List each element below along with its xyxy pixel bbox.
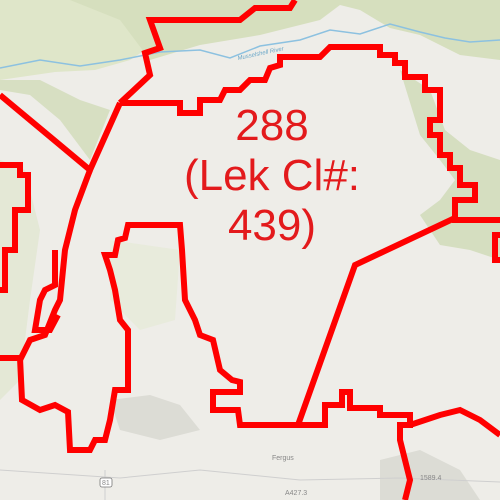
road-shield-icon — [99, 477, 113, 488]
boundary-inner-loop[interactable] — [31, 250, 61, 333]
road-label: A427.3 — [285, 490, 307, 497]
boundary-west-polygon[interactable] — [0, 162, 31, 293]
elevation-label: 1589.4 — [420, 475, 442, 482]
road-line — [0, 469, 500, 483]
town-label: Fergus — [272, 455, 294, 462]
polygon-label-line2: (Lek Cl#: — [184, 151, 360, 200]
terrain-forest-area — [0, 80, 110, 160]
boundary-main-polygon-north[interactable] — [120, 44, 500, 223]
boundary-south-east[interactable] — [409, 406, 500, 438]
road-shield-number: 81 — [102, 480, 110, 487]
boundary-main-polygon[interactable] — [117, 0, 298, 106]
river-line — [0, 23, 500, 69]
boundary-west-south[interactable] — [0, 222, 414, 500]
terrain-forest-area — [110, 240, 180, 330]
boundary-main-polygon-east[interactable] — [295, 200, 458, 427]
hill-shading — [110, 395, 200, 440]
polygon-label-line1: 288 — [235, 101, 308, 150]
terrain-forest-area — [0, 160, 40, 400]
terrain-forest-area — [70, 0, 500, 60]
polygon-label-line3: 439) — [228, 201, 316, 250]
boundary-east-notch[interactable] — [492, 232, 500, 263]
boundary-west-line[interactable] — [17, 168, 93, 362]
